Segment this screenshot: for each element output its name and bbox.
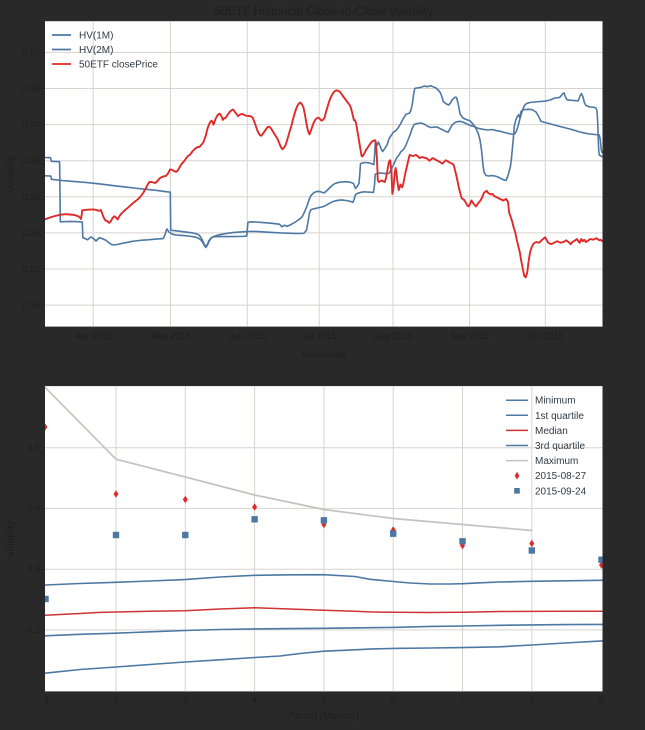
svg-text:3rd quartile: 3rd quartile xyxy=(535,441,585,452)
svg-text:0.25: 0.25 xyxy=(22,228,40,238)
svg-text:50ETF Historical Close-to-Clos: 50ETF Historical Close-to-Close Volatili… xyxy=(214,4,433,18)
svg-text:Jun 2015: Jun 2015 xyxy=(229,331,266,341)
svg-text:0.2: 0.2 xyxy=(27,625,40,635)
svg-text:0.3: 0.3 xyxy=(27,564,40,574)
svg-text:Volatility: Volatility xyxy=(6,521,17,558)
svg-text:Minimum: Minimum xyxy=(535,396,576,407)
svg-text:0.15: 0.15 xyxy=(22,300,40,310)
svg-text:2015-09-24: 2015-09-24 xyxy=(535,486,587,497)
svg-text:Volatility: Volatility xyxy=(6,156,17,193)
svg-text:HV(2M): HV(2M) xyxy=(79,45,113,56)
svg-text:4: 4 xyxy=(252,695,257,705)
svg-text:0.40: 0.40 xyxy=(22,120,40,130)
svg-text:Aug 2015: Aug 2015 xyxy=(374,331,413,341)
svg-text:1st quartile: 1st quartile xyxy=(535,411,584,422)
svg-text:Jul 2015: Jul 2015 xyxy=(302,331,336,341)
svg-text:Oct 2015: Oct 2015 xyxy=(527,331,564,341)
svg-text:2015-08-27: 2015-08-27 xyxy=(535,471,587,482)
svg-text:0.5: 0.5 xyxy=(27,443,40,453)
svg-text:1: 1 xyxy=(44,695,49,705)
svg-text:3: 3 xyxy=(183,695,188,705)
svg-text:7: 7 xyxy=(460,695,465,705)
svg-text:50ETF closePrice: 50ETF closePrice xyxy=(79,60,158,71)
svg-text:Sep 2015: Sep 2015 xyxy=(450,331,489,341)
svg-text:8: 8 xyxy=(529,695,534,705)
svg-text:2: 2 xyxy=(113,695,118,705)
svg-text:tradeDate: tradeDate xyxy=(302,350,346,361)
svg-text:0.50: 0.50 xyxy=(22,47,40,57)
svg-text:0.35: 0.35 xyxy=(22,156,40,166)
svg-text:0.45: 0.45 xyxy=(22,84,40,94)
svg-text:5: 5 xyxy=(321,695,326,705)
svg-text:0.4: 0.4 xyxy=(27,503,40,513)
svg-text:HV(1M): HV(1M) xyxy=(79,31,113,42)
svg-text:Median: Median xyxy=(535,426,568,437)
svg-text:Apr 2015: Apr 2015 xyxy=(75,331,112,341)
svg-text:May 2015: May 2015 xyxy=(151,331,191,341)
svg-text:9: 9 xyxy=(599,695,604,705)
svg-text:6: 6 xyxy=(391,695,396,705)
svg-text:Maximum: Maximum xyxy=(535,456,578,467)
svg-text:Period (Months): Period (Months) xyxy=(288,711,359,722)
svg-text:0.30: 0.30 xyxy=(22,192,40,202)
svg-text:0.20: 0.20 xyxy=(22,264,40,274)
